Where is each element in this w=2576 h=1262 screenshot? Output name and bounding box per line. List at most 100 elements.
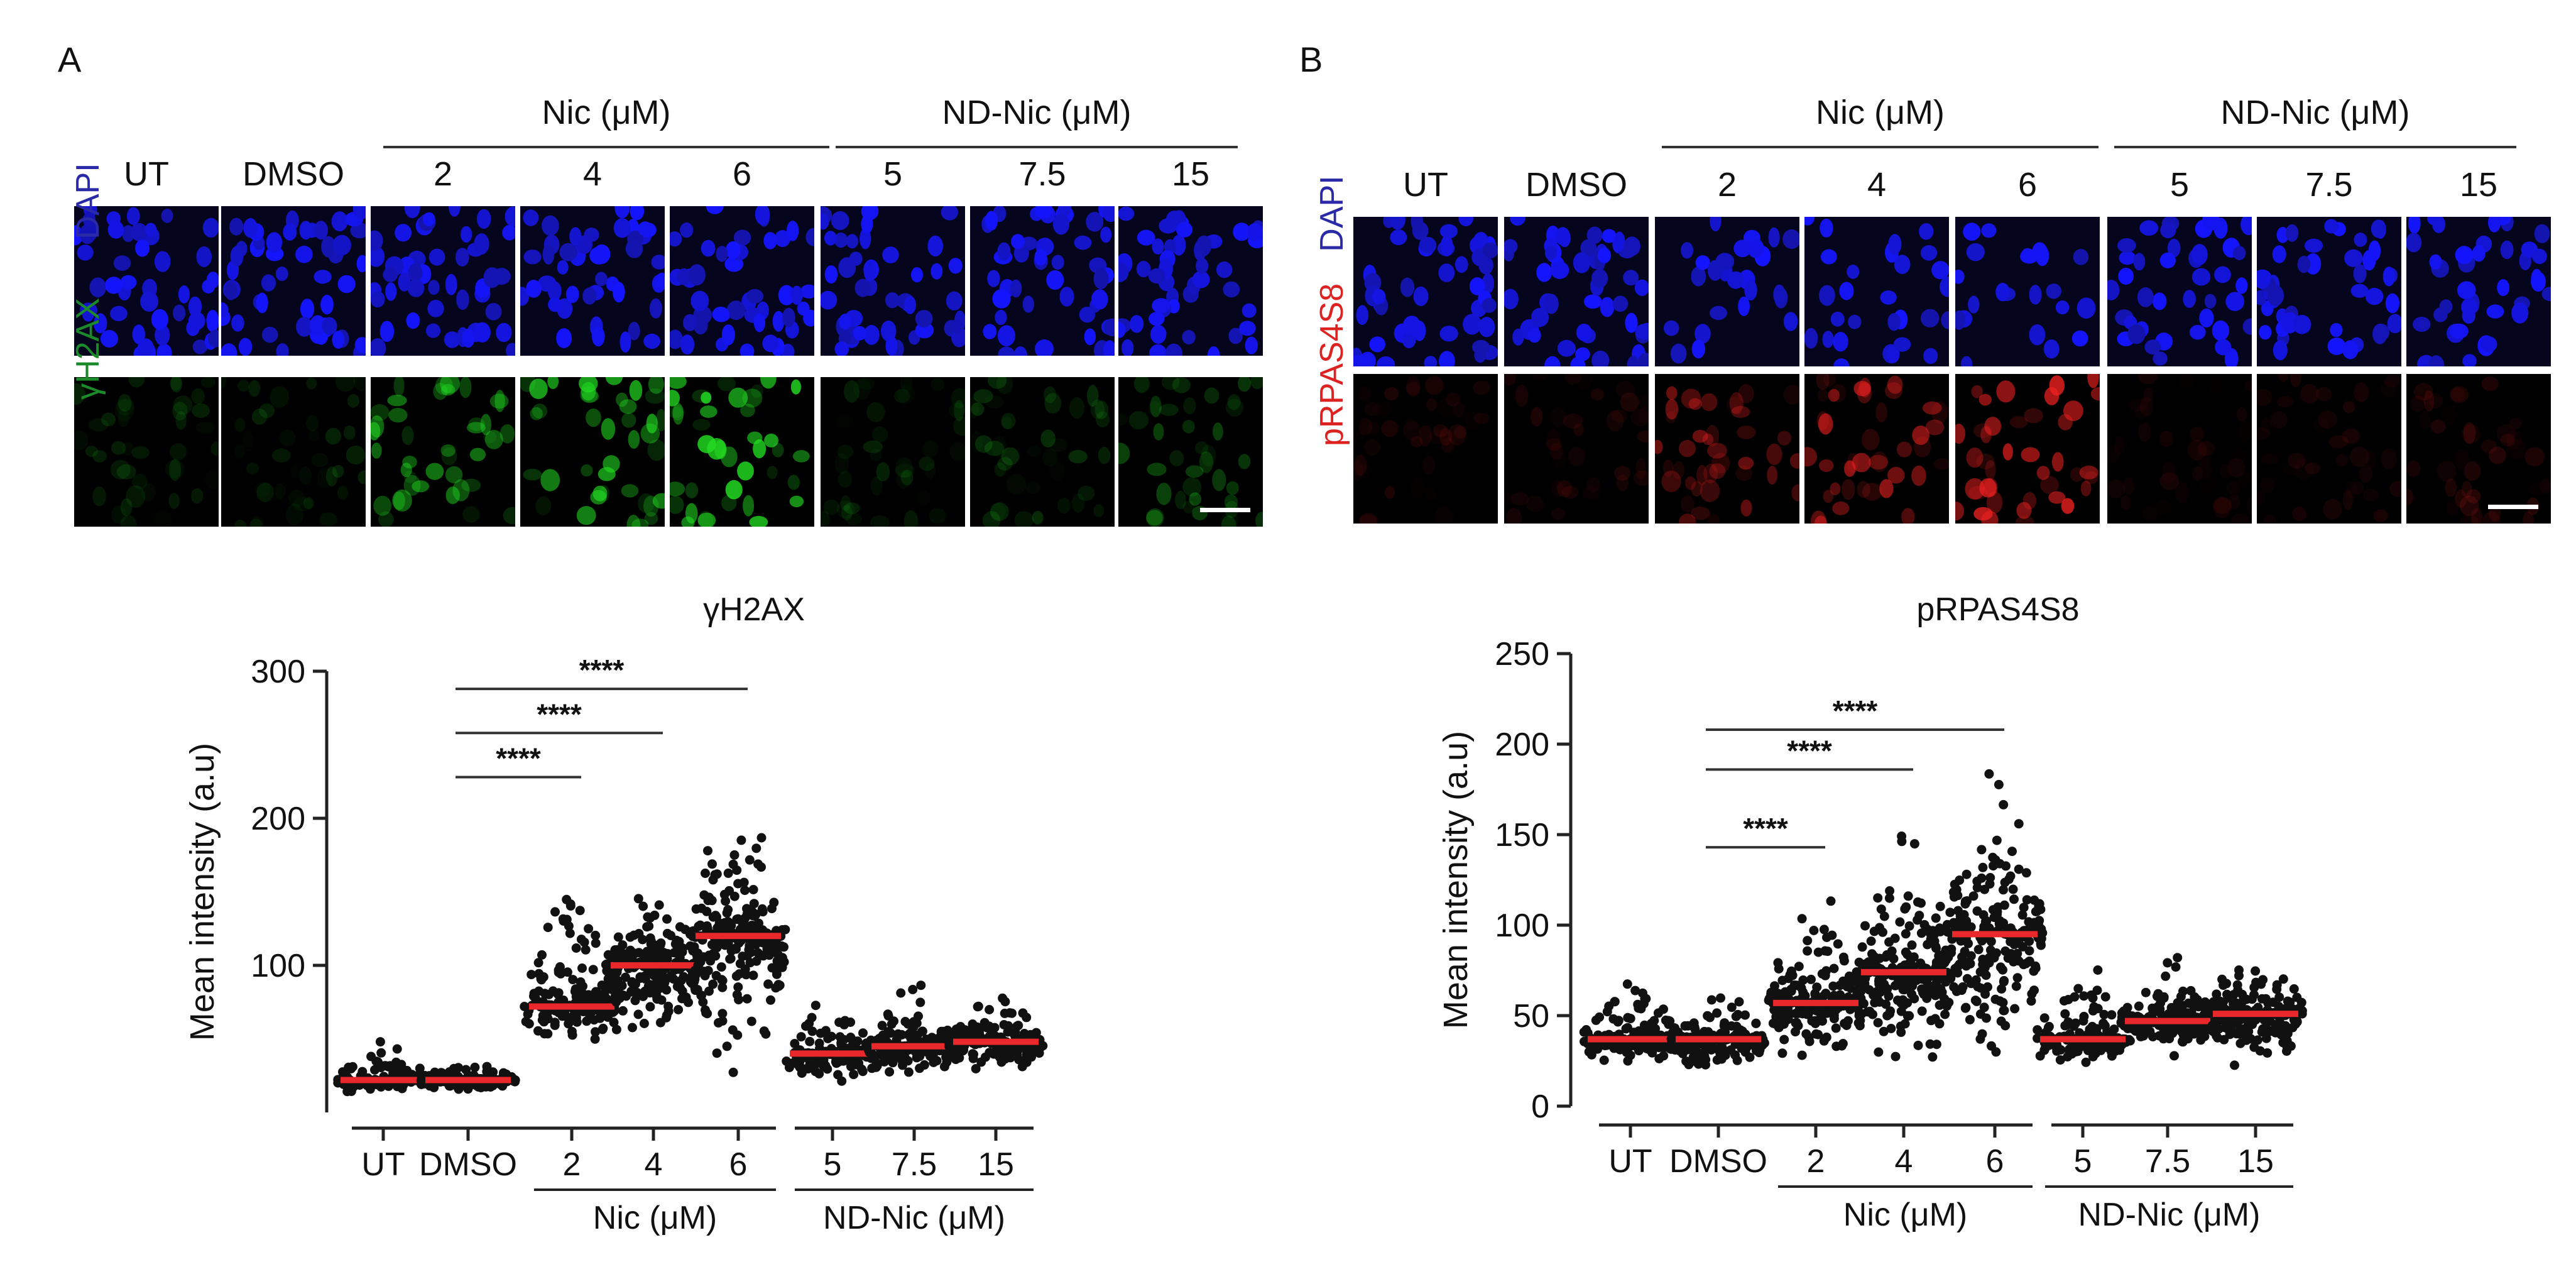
data-point	[591, 1027, 601, 1037]
data-point	[1955, 911, 1965, 921]
data-point	[1904, 921, 1914, 931]
data-point	[1717, 1043, 1727, 1053]
signal-micrograph	[1504, 374, 1649, 524]
data-point	[1823, 946, 1833, 957]
data-point	[2033, 1025, 2043, 1035]
data-point	[1829, 1014, 1839, 1024]
data-point	[1842, 976, 1852, 986]
data-point	[915, 1063, 925, 1073]
data-point	[1999, 975, 2009, 985]
data-point	[1992, 835, 2002, 845]
data-point	[1977, 1029, 1987, 1039]
data-point	[1000, 1054, 1010, 1064]
data-point	[2234, 970, 2244, 980]
data-point	[1684, 1060, 1694, 1070]
data-point	[740, 886, 750, 896]
data-point	[1995, 859, 2005, 869]
data-point	[2018, 941, 2028, 952]
data-point	[877, 1021, 887, 1031]
data-point	[2009, 894, 2019, 904]
data-point	[702, 906, 712, 916]
data-point	[916, 980, 926, 990]
data-point	[376, 1063, 386, 1073]
data-point	[543, 923, 553, 933]
data-point	[2176, 1026, 2186, 1036]
data-point	[1884, 937, 1894, 947]
data-point	[2222, 1024, 2232, 1034]
data-point	[2251, 966, 2261, 976]
data-point	[1999, 885, 2008, 895]
data-point	[2292, 992, 2302, 1002]
y-tick-label: 150	[1495, 817, 1549, 853]
data-point	[734, 995, 744, 1005]
data-point	[2249, 982, 2259, 992]
data-point	[1874, 1047, 1884, 1057]
data-point	[1706, 995, 1716, 1005]
data-point	[1901, 947, 1911, 957]
data-point	[2171, 962, 2181, 972]
data-point	[810, 1001, 821, 1011]
data-point	[814, 1069, 824, 1078]
data-point	[631, 987, 641, 997]
significance-label: ****	[1833, 694, 1878, 727]
data-point	[2283, 1026, 2293, 1036]
data-point	[722, 908, 732, 918]
data-point	[927, 1053, 937, 1062]
data-point	[1873, 1018, 1883, 1028]
data-point	[1622, 979, 1632, 989]
data-point	[701, 869, 710, 878]
data-point	[633, 1009, 643, 1019]
data-point	[708, 979, 718, 989]
data-point	[539, 1017, 549, 1027]
data-point	[521, 1016, 531, 1026]
data-point	[415, 1063, 425, 1073]
dapi-micrograph	[1504, 217, 1649, 366]
data-point	[2141, 987, 2151, 997]
data-point	[846, 1018, 856, 1027]
data-point	[917, 1026, 927, 1036]
scale-bar	[1200, 508, 1250, 512]
data-point	[1727, 1021, 1737, 1031]
data-point	[2117, 1040, 2127, 1050]
data-point	[939, 1062, 949, 1072]
data-point	[488, 1081, 498, 1090]
data-point	[690, 965, 700, 975]
data-point	[1900, 1019, 1910, 1029]
data-point	[731, 971, 741, 981]
data-point	[2261, 1033, 2271, 1043]
data-point	[2081, 1057, 2091, 1067]
data-point	[2039, 1013, 2049, 1023]
signal-micrograph	[821, 377, 965, 527]
data-point	[1879, 1026, 1889, 1036]
data-point	[2190, 1027, 2200, 1037]
data-point	[2229, 999, 2239, 1009]
data-point	[1935, 1019, 1945, 1029]
data-point	[985, 1048, 995, 1058]
data-point	[1982, 1013, 1991, 1023]
data-point	[718, 1009, 728, 1019]
data-point	[728, 1067, 738, 1077]
data-point	[550, 1018, 560, 1028]
data-point	[1968, 891, 1978, 901]
data-point	[745, 855, 755, 865]
data-point	[1960, 946, 1970, 957]
data-point	[654, 900, 664, 910]
x-tick-label: 4	[645, 1146, 663, 1183]
signal-micrograph	[74, 377, 219, 527]
data-point	[2232, 980, 2242, 990]
data-point	[1630, 985, 1640, 996]
data-point	[627, 978, 637, 988]
dapi-micrograph	[1655, 217, 1799, 366]
data-point	[565, 928, 575, 938]
data-point	[1829, 963, 1839, 974]
data-point	[816, 1028, 826, 1038]
data-point	[1950, 922, 1960, 932]
data-point	[572, 1017, 582, 1027]
data-point	[2183, 1009, 2193, 1019]
data-point	[1979, 921, 1989, 931]
data-point	[1018, 1008, 1028, 1018]
data-point	[833, 1070, 843, 1080]
data-point	[2289, 984, 2299, 994]
data-point	[2274, 1001, 2284, 1011]
data-point	[1857, 942, 1867, 952]
